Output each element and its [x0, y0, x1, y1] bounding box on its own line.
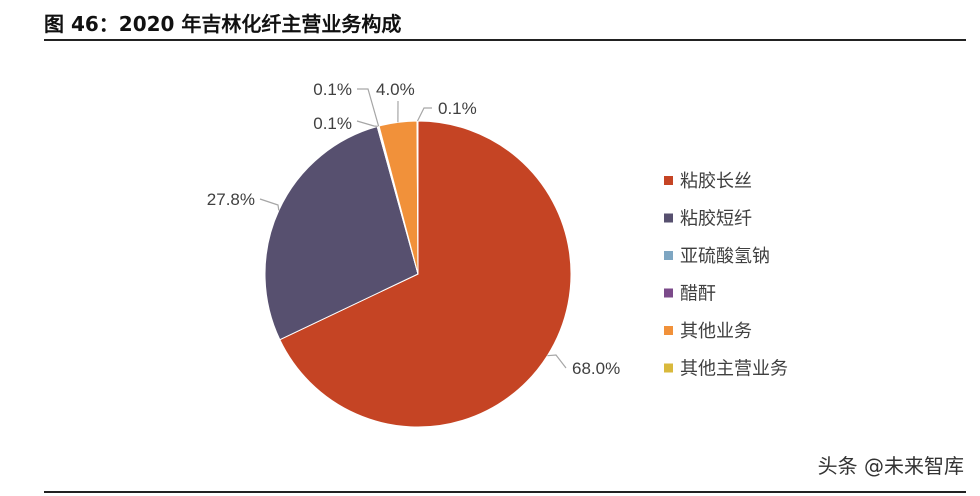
top-divider	[44, 39, 966, 41]
legend-swatch-5	[664, 363, 673, 373]
page-title: 图 46：2020 年吉林化纤主营业务构成	[44, 12, 402, 36]
legend-swatch-4	[664, 326, 673, 335]
legend-label-0: 粘胶长丝	[680, 171, 752, 192]
data-label-5: 0.1%	[438, 99, 477, 118]
leader-line-0	[547, 354, 567, 369]
legend-swatch-2	[664, 251, 673, 260]
legend-swatch-0	[664, 176, 673, 185]
leader-line-2	[356, 120, 378, 127]
legend-swatch-3	[664, 288, 673, 298]
pie-slice-0	[279, 120, 572, 428]
legend-label-5: 其他主营业务	[680, 359, 788, 380]
pie-slice-1	[264, 125, 419, 341]
legend-swatch-1	[664, 213, 673, 223]
data-label-0: 68.0%	[572, 359, 620, 378]
leader-line-1	[259, 198, 280, 211]
data-label-4: 4.0%	[376, 80, 415, 99]
bottom-divider	[44, 491, 966, 493]
leader-line-5	[416, 107, 432, 122]
legend-label-2: 亚硫酸氢钠	[680, 246, 770, 267]
data-label-1: 27.8%	[207, 190, 255, 209]
data-label-3: 0.1%	[313, 80, 352, 99]
leader-line-3	[357, 88, 380, 127]
legend-label-3: 醋酐	[680, 284, 716, 305]
legend-label-1: 粘胶短纤	[680, 209, 752, 230]
legend-label-4: 其他业务	[680, 321, 752, 342]
watermark-text: 头条 @未来智库	[817, 454, 964, 478]
data-label-2: 0.1%	[313, 114, 352, 133]
